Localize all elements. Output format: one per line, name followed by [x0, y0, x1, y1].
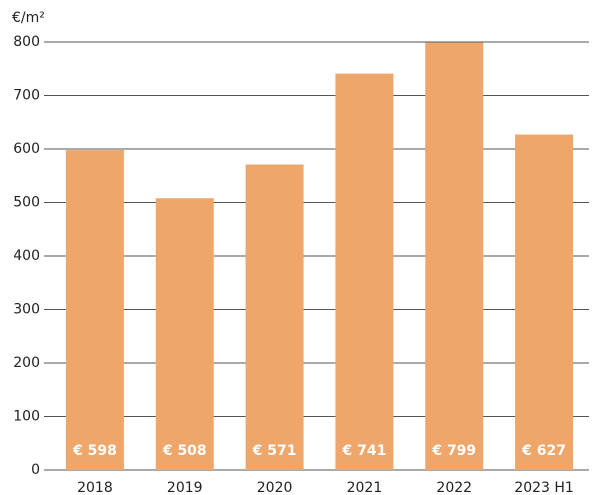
- y-tick-label: 800: [13, 34, 40, 50]
- y-tick-label: 100: [13, 409, 40, 425]
- y-tick-label: 600: [13, 141, 40, 157]
- y-tick-label: 300: [13, 302, 40, 318]
- value-label: € 799: [431, 443, 476, 459]
- y-axis-label: €/m²: [12, 10, 45, 26]
- x-tick-label: 2019: [167, 480, 203, 495]
- bar: [425, 42, 484, 470]
- y-tick-label: 200: [13, 355, 40, 371]
- y-tick-label: 0: [31, 462, 40, 478]
- x-tick-label: 2023 H1: [514, 480, 574, 495]
- bar: [515, 134, 574, 470]
- value-label: € 508: [162, 443, 207, 459]
- value-label: € 741: [341, 443, 386, 459]
- x-tick-label: 2018: [77, 480, 113, 495]
- bar: [335, 73, 394, 470]
- y-tick-label: 500: [13, 195, 40, 211]
- x-tick-label: 2021: [347, 480, 383, 495]
- bar: [155, 198, 214, 470]
- value-label: € 627: [521, 443, 566, 459]
- y-tick-label: 700: [13, 88, 40, 104]
- bar: [65, 150, 124, 470]
- value-label: € 571: [252, 443, 297, 459]
- bar: [245, 164, 304, 470]
- x-tick-label: 2022: [436, 480, 472, 495]
- y-tick-label: 400: [13, 248, 40, 264]
- value-label: € 598: [72, 443, 117, 459]
- x-tick-label: 2020: [257, 480, 293, 495]
